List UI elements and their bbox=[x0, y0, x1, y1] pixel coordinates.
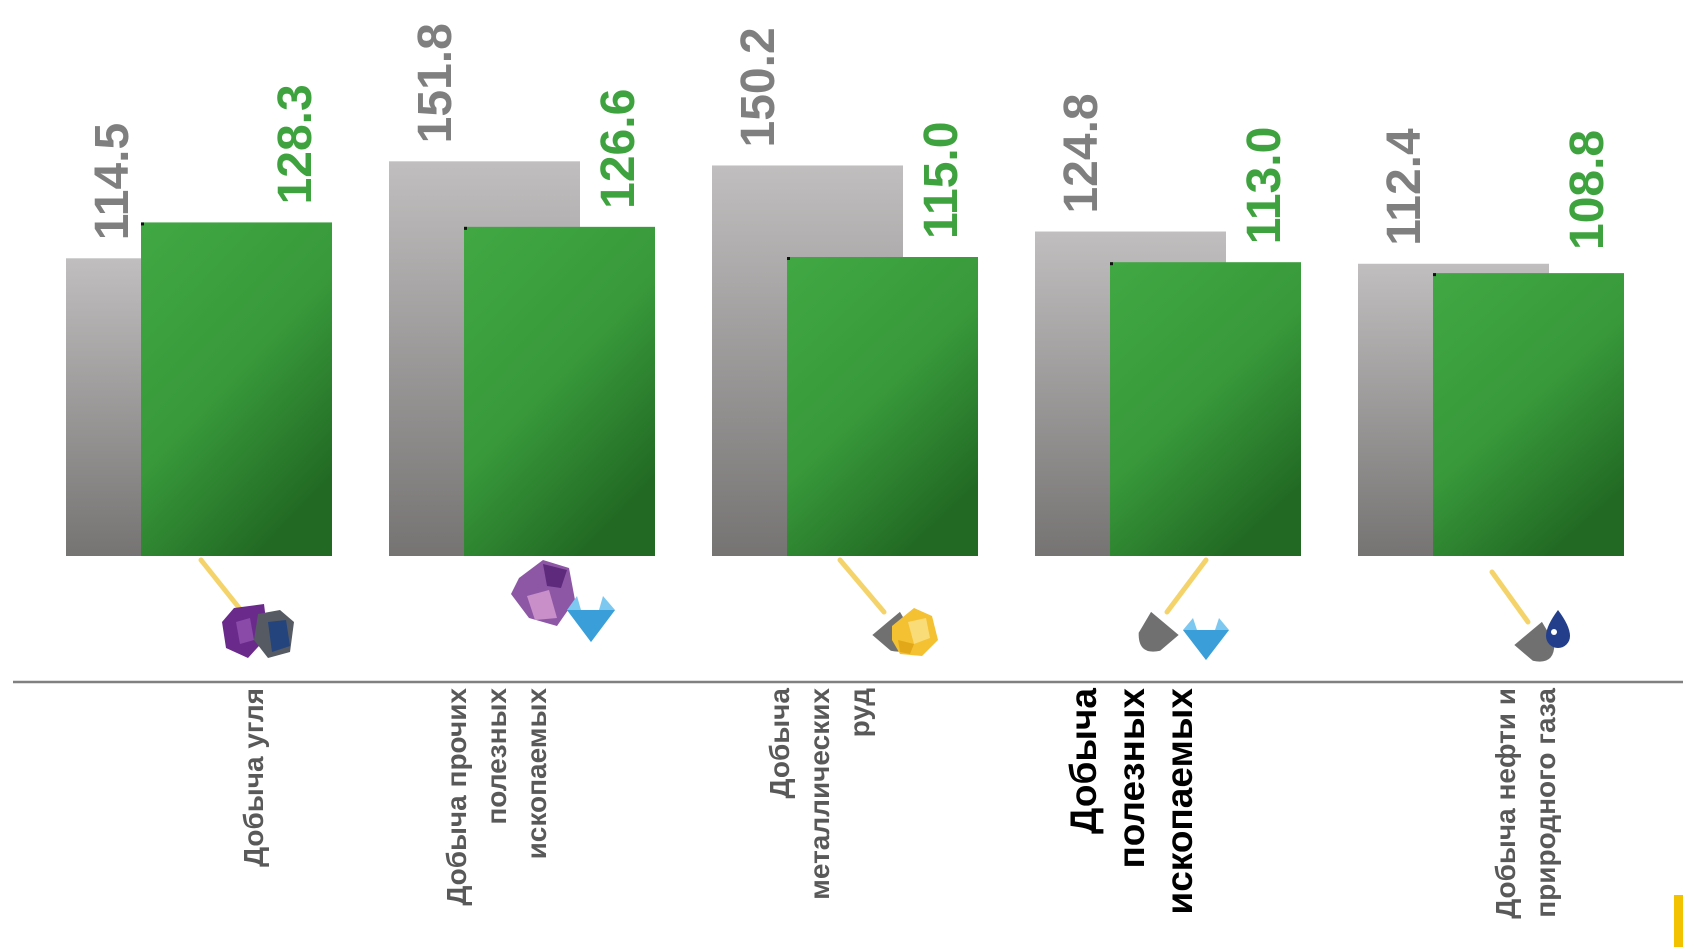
minerals-gem-icon bbox=[511, 560, 615, 642]
bar-current-0 bbox=[141, 222, 332, 556]
category-label-2-line-2: руд bbox=[844, 688, 875, 738]
bar-current-3 bbox=[1110, 262, 1301, 556]
bar-current-4 bbox=[1433, 273, 1624, 556]
bar-corner-tick-0 bbox=[141, 222, 144, 225]
category-icons bbox=[201, 560, 1570, 670]
value-label-prev-3: 124.8 bbox=[1055, 93, 1108, 213]
value-label-current-4: 108.8 bbox=[1561, 130, 1614, 250]
value-label-current-3: 113.0 bbox=[1238, 127, 1291, 244]
shovel-gold-ore-icon bbox=[840, 560, 938, 660]
shovel-oil-drop-icon bbox=[1492, 572, 1570, 670]
category-label-4-line-0: Добыча нефти и bbox=[1490, 688, 1521, 919]
category-label-0-line-0: Добыча угля bbox=[238, 688, 269, 867]
value-label-prev-0: 114.5 bbox=[86, 123, 139, 240]
value-label-prev-4: 112.4 bbox=[1378, 128, 1431, 246]
category-label-1-line-0: Добыча прочих bbox=[441, 688, 472, 906]
category-label-3-line-0: Добыча bbox=[1063, 688, 1104, 834]
value-label-current-0: 128.3 bbox=[269, 84, 322, 204]
bar-current-2 bbox=[787, 257, 978, 556]
bar-current-1 bbox=[464, 227, 655, 556]
category-label-3-line-2: ископаемых bbox=[1159, 688, 1200, 915]
accent-corner-mark bbox=[1674, 895, 1683, 947]
category-label-1-line-2: ископаемых bbox=[521, 688, 552, 860]
shovel-gem-icon bbox=[1130, 560, 1229, 660]
bar-corner-tick-1 bbox=[464, 227, 467, 230]
bar-corner-tick-4 bbox=[1433, 273, 1436, 276]
category-label-1-line-1: полезных bbox=[481, 688, 512, 825]
category-label-2-line-0: Добыча bbox=[764, 688, 795, 799]
value-label-prev-2: 150.2 bbox=[732, 27, 785, 147]
category-label-3-line-1: полезных bbox=[1111, 688, 1152, 869]
value-label-current-1: 126.6 bbox=[592, 89, 645, 209]
value-label-prev-1: 151.8 bbox=[409, 23, 462, 143]
shovel-coal-icon bbox=[201, 560, 294, 658]
category-label-4-line-1: природного газа bbox=[1530, 688, 1561, 918]
category-label-2-line-1: металлических bbox=[804, 688, 835, 900]
bar-corner-tick-3 bbox=[1110, 262, 1113, 265]
bar-corner-tick-2 bbox=[787, 257, 790, 260]
category-labels: Добыча угля Добыча прочих полезных ископаем… bbox=[238, 688, 1561, 919]
value-label-current-2: 115.0 bbox=[915, 122, 968, 239]
